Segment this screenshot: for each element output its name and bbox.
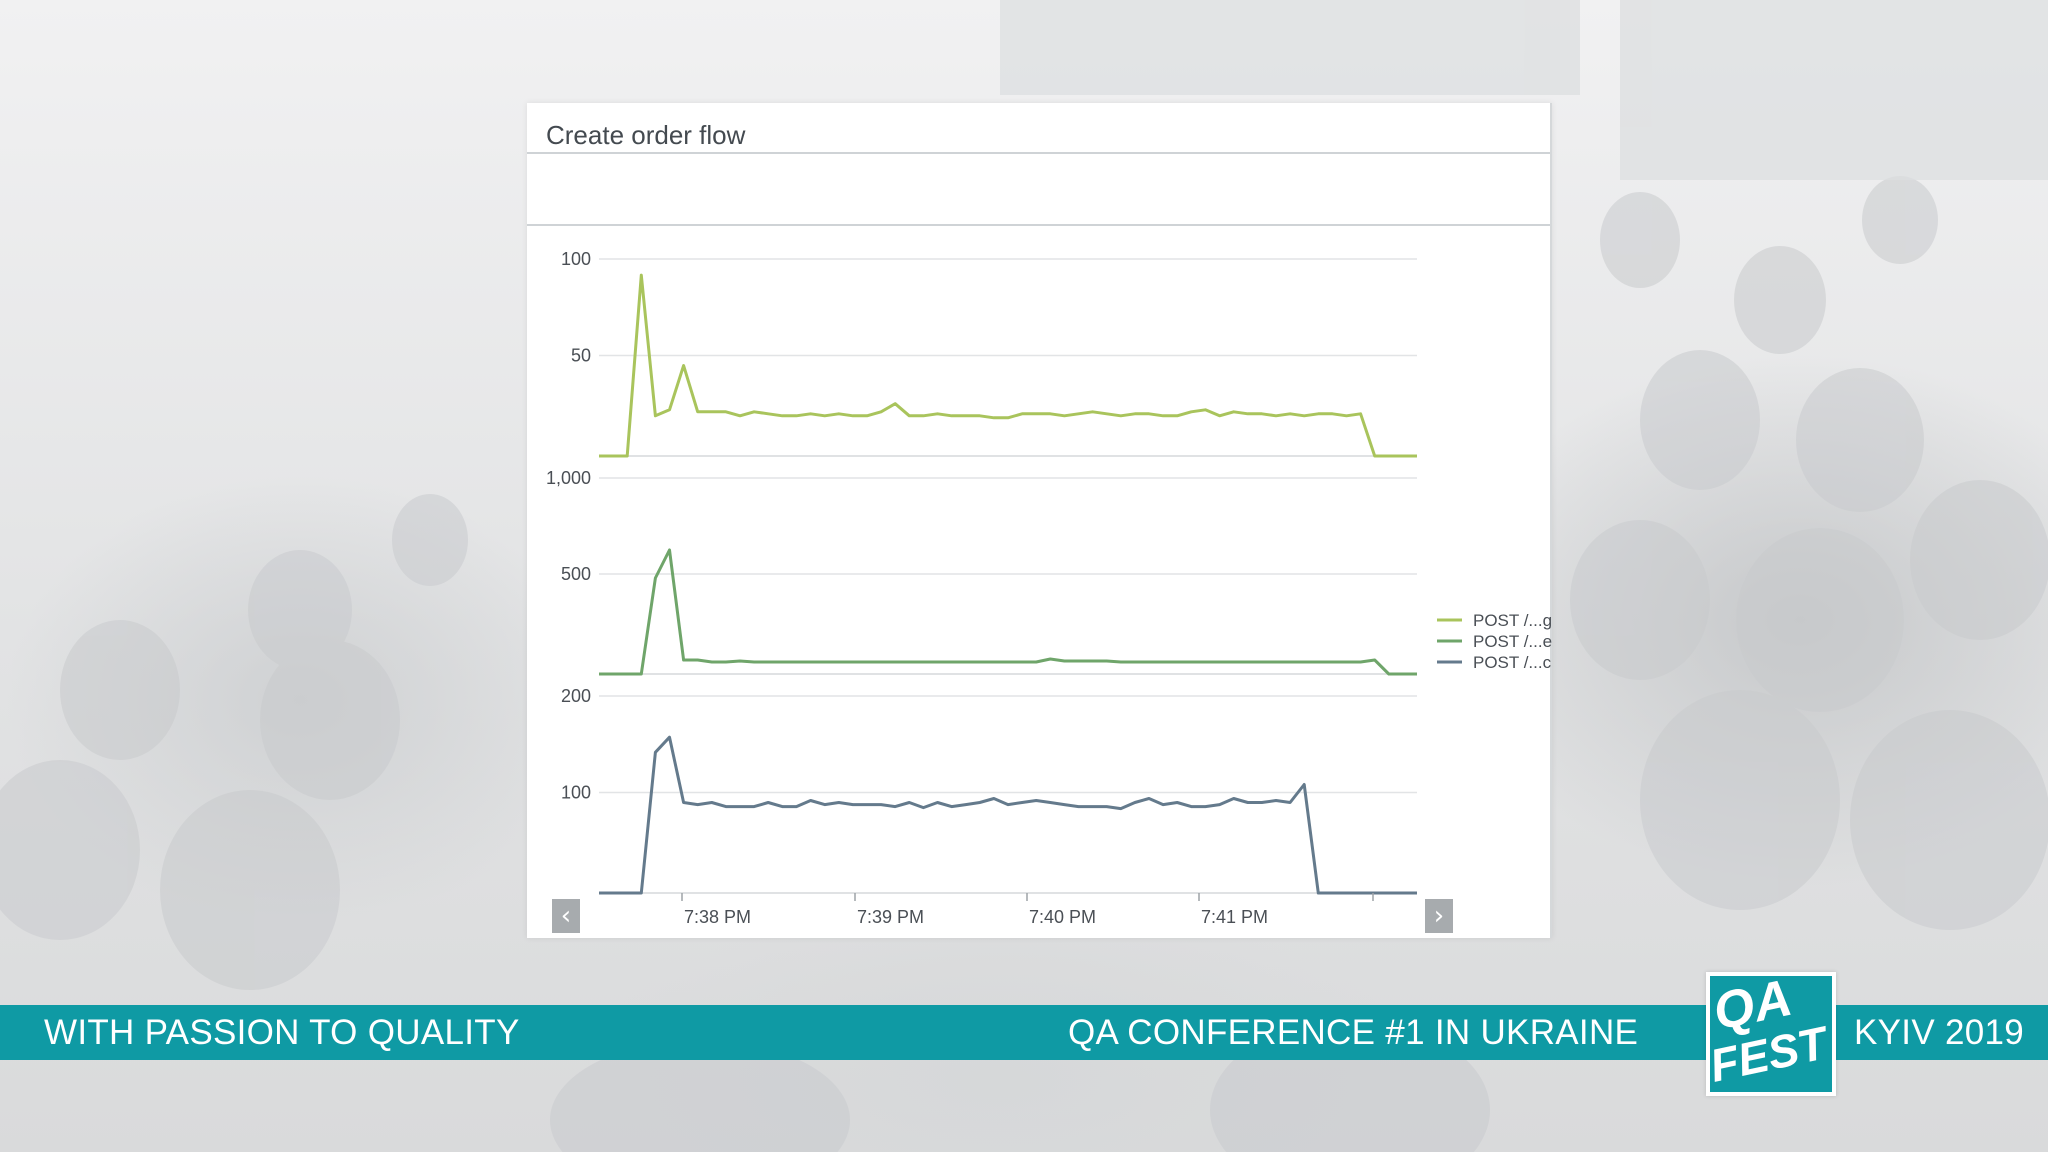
legend-label-0: POST /...g	[1473, 611, 1552, 630]
legend-layer: POST /...g POST /...e POST /...c	[1437, 611, 1552, 672]
y-tick-label-0-1: 50	[571, 346, 591, 366]
series-layer	[599, 273, 1417, 895]
x-tick-label-2: 7:40 PM	[1029, 907, 1096, 927]
y-tick-label-1-1: 500	[561, 564, 591, 584]
banner-slogan: WITH PASSION TO QUALITY	[44, 1013, 520, 1052]
x-tick-label-1: 7:39 PM	[857, 907, 924, 927]
chart-panel: Create order flow 100 50 1,000 500 200 100 7:…	[527, 103, 1552, 938]
panel-title: Create order flow	[546, 120, 746, 150]
y-tick-label-2-0: 200	[561, 686, 591, 706]
series-line-1	[599, 548, 1417, 676]
chart: 100 50 1,000 500 200 100 7:38 PM 7:39 PM 7:40 P…	[546, 249, 1552, 927]
legend-label-2: POST /...c	[1473, 653, 1552, 672]
panel-edge	[1550, 103, 1552, 938]
chevron-left-icon[interactable]: ‹	[552, 899, 580, 933]
banner-conference-text: QA CONFERENCE #1 IN UKRAINE	[1068, 1013, 1639, 1052]
legend-label-1: POST /...e	[1473, 632, 1552, 651]
header-area-divider	[527, 224, 1552, 226]
x-tick-label-0: 7:38 PM	[684, 907, 751, 927]
chevron-right-icon[interactable]: ›	[1425, 899, 1453, 933]
x-tick-layer: 7:38 PM 7:39 PM 7:40 PM 7:41 PM	[681, 893, 1374, 927]
conference-banner: WITH PASSION TO QUALITY QA CONFERENCE #1…	[0, 1005, 2048, 1060]
y-tick-layer: 100 50 1,000 500 200 100	[546, 249, 591, 803]
title-divider	[527, 152, 1552, 154]
series-line-2	[599, 735, 1417, 895]
qa-fest-logo: QA FEST	[1706, 972, 1836, 1096]
y-tick-label-2-1: 100	[561, 783, 591, 803]
series-line-0	[599, 273, 1417, 458]
y-tick-label-0-0: 100	[561, 249, 591, 269]
x-tick-label-3: 7:41 PM	[1201, 907, 1268, 927]
y-tick-label-1-0: 1,000	[546, 468, 591, 488]
banner-location: KYIV 2019	[1854, 1013, 2025, 1052]
grid-layer	[599, 258, 1417, 894]
